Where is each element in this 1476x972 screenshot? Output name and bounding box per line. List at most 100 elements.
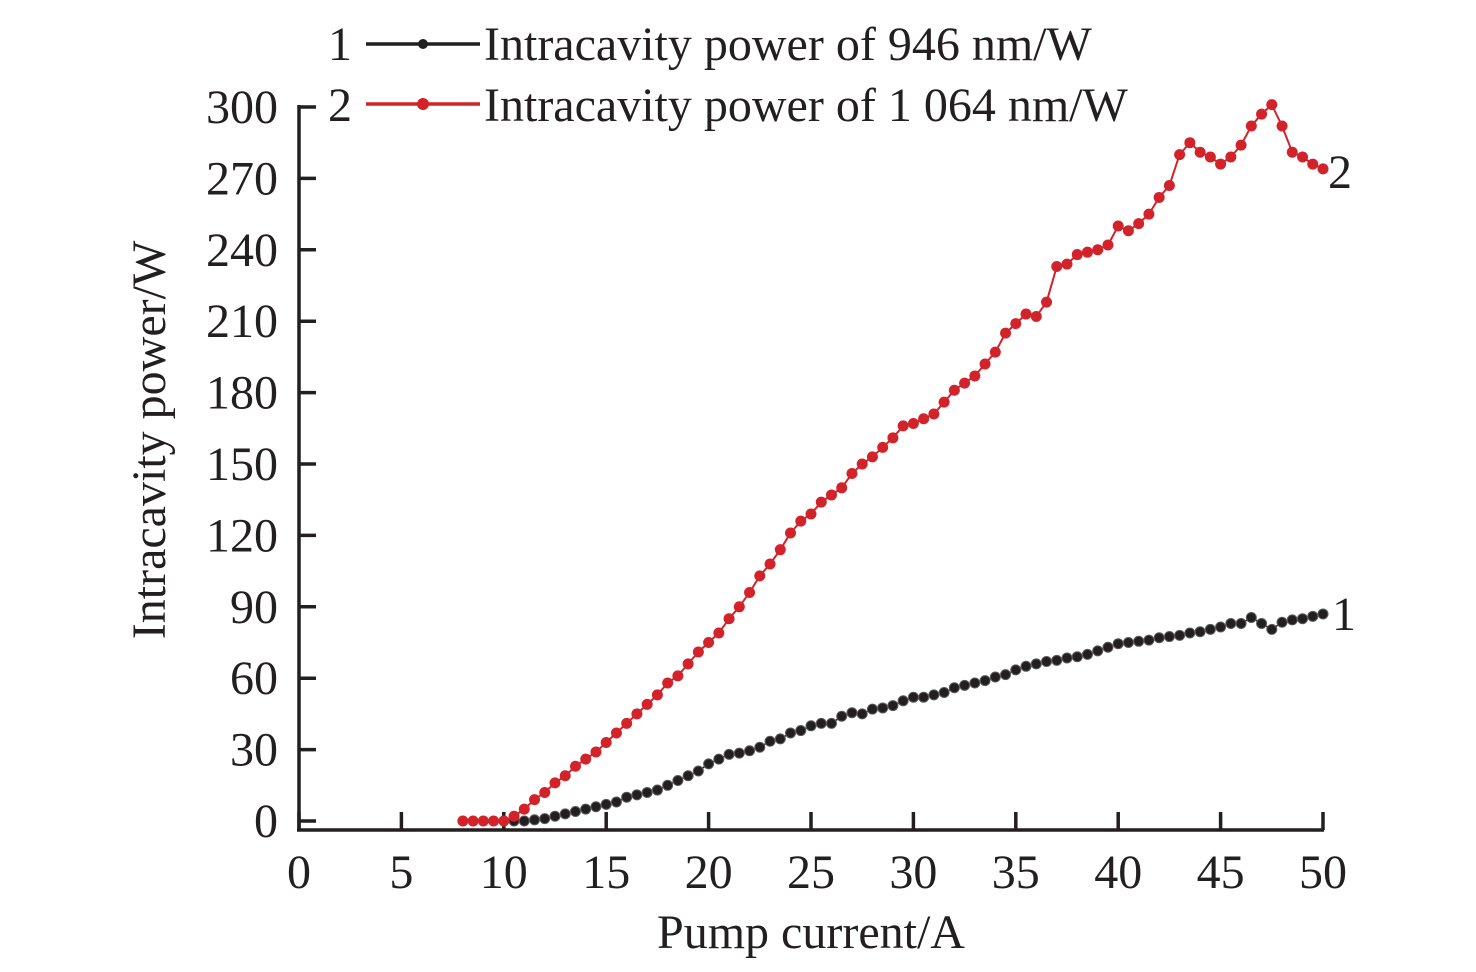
data-point	[559, 770, 571, 782]
data-point	[651, 689, 663, 701]
data-point	[580, 803, 592, 815]
data-point	[1266, 623, 1278, 635]
data-point	[713, 753, 725, 765]
data-point	[918, 413, 930, 425]
data-point	[1307, 610, 1319, 622]
data-point	[590, 746, 602, 758]
data-point	[836, 710, 848, 722]
data-point	[1122, 225, 1134, 237]
data-point	[610, 796, 622, 808]
data-point	[764, 558, 776, 570]
data-point	[907, 691, 919, 703]
data-point	[1163, 631, 1175, 643]
data-point	[1061, 258, 1073, 270]
data-point	[1051, 260, 1063, 272]
data-point	[969, 370, 981, 382]
data-point	[1143, 208, 1155, 220]
data-point	[569, 760, 581, 772]
data-point	[549, 810, 561, 822]
y-tick-label: 300	[206, 81, 278, 134]
data-point	[518, 815, 530, 827]
data-point	[897, 695, 909, 707]
data-point	[1122, 637, 1134, 648]
y-tick-label: 150	[206, 438, 278, 491]
data-point	[1030, 658, 1042, 670]
data-point	[1174, 149, 1186, 161]
data-point	[549, 777, 561, 789]
data-point	[621, 791, 633, 803]
y-tick-label: 180	[206, 367, 278, 420]
data-point	[590, 801, 602, 813]
data-point	[846, 468, 858, 480]
data-point	[785, 527, 797, 539]
x-tick-label: 20	[685, 846, 733, 899]
legend-item-946nm: 1 Intracavity power of 946 nm/W	[328, 18, 1093, 71]
data-point	[795, 515, 807, 527]
data-point	[887, 432, 899, 444]
data-point	[1010, 318, 1022, 330]
series-line-2	[462, 102, 1324, 822]
y-tick-label: 60	[230, 652, 278, 705]
data-point	[1051, 654, 1063, 666]
data-point	[662, 677, 674, 689]
series-1	[508, 608, 1329, 827]
data-point	[948, 682, 960, 694]
data-point	[1215, 158, 1227, 170]
data-point	[1245, 120, 1257, 132]
data-point	[1276, 120, 1288, 132]
data-point	[1297, 151, 1309, 163]
x-tick-label: 0	[287, 846, 311, 899]
data-point	[979, 358, 991, 370]
data-point	[907, 418, 919, 430]
data-point	[651, 784, 663, 796]
data-point	[477, 815, 489, 827]
data-point	[1000, 327, 1012, 339]
data-point	[959, 679, 971, 691]
x-axis-ticks: 0 5 10 15 20 25 30 35 40 45 50	[287, 812, 1347, 899]
data-point	[1194, 626, 1206, 638]
data-point	[1133, 635, 1145, 647]
data-point	[866, 451, 878, 463]
data-point	[1020, 308, 1032, 320]
data-point	[754, 741, 766, 753]
data-point	[559, 808, 571, 820]
y-tick-label: 0	[254, 795, 278, 848]
data-point	[744, 587, 756, 599]
data-point	[467, 815, 479, 827]
data-point	[1245, 612, 1257, 624]
x-tick-label: 25	[787, 846, 835, 899]
y-axis-title: Intracavity power/W	[123, 240, 176, 639]
legend-marker-946nm	[418, 39, 428, 49]
data-point	[1317, 608, 1329, 620]
data-point	[744, 745, 756, 757]
data-point	[856, 458, 868, 470]
data-point	[1061, 652, 1073, 664]
series-2	[457, 99, 1329, 827]
x-tick-label: 45	[1197, 846, 1245, 899]
data-point	[539, 786, 551, 798]
data-point	[529, 814, 541, 826]
data-point	[1071, 249, 1083, 261]
data-point	[733, 747, 745, 759]
data-point	[887, 700, 899, 712]
data-point	[815, 717, 827, 729]
data-point	[1143, 634, 1155, 646]
data-point	[641, 698, 653, 710]
legend-number-2: 2	[328, 79, 352, 132]
data-point	[692, 765, 704, 777]
data-point	[672, 670, 684, 682]
data-point	[1153, 191, 1165, 203]
data-point	[1102, 239, 1114, 251]
data-point	[938, 396, 950, 408]
data-point	[948, 384, 960, 396]
data-point	[713, 627, 725, 639]
data-point	[1092, 244, 1104, 256]
y-tick-label: 30	[230, 724, 278, 777]
data-point	[938, 686, 950, 698]
y-tick-label: 90	[230, 581, 278, 634]
curve-label-2: 2	[1328, 146, 1352, 199]
data-point	[1317, 163, 1329, 175]
legend-marker-1064nm	[417, 98, 429, 110]
data-point	[723, 613, 735, 625]
